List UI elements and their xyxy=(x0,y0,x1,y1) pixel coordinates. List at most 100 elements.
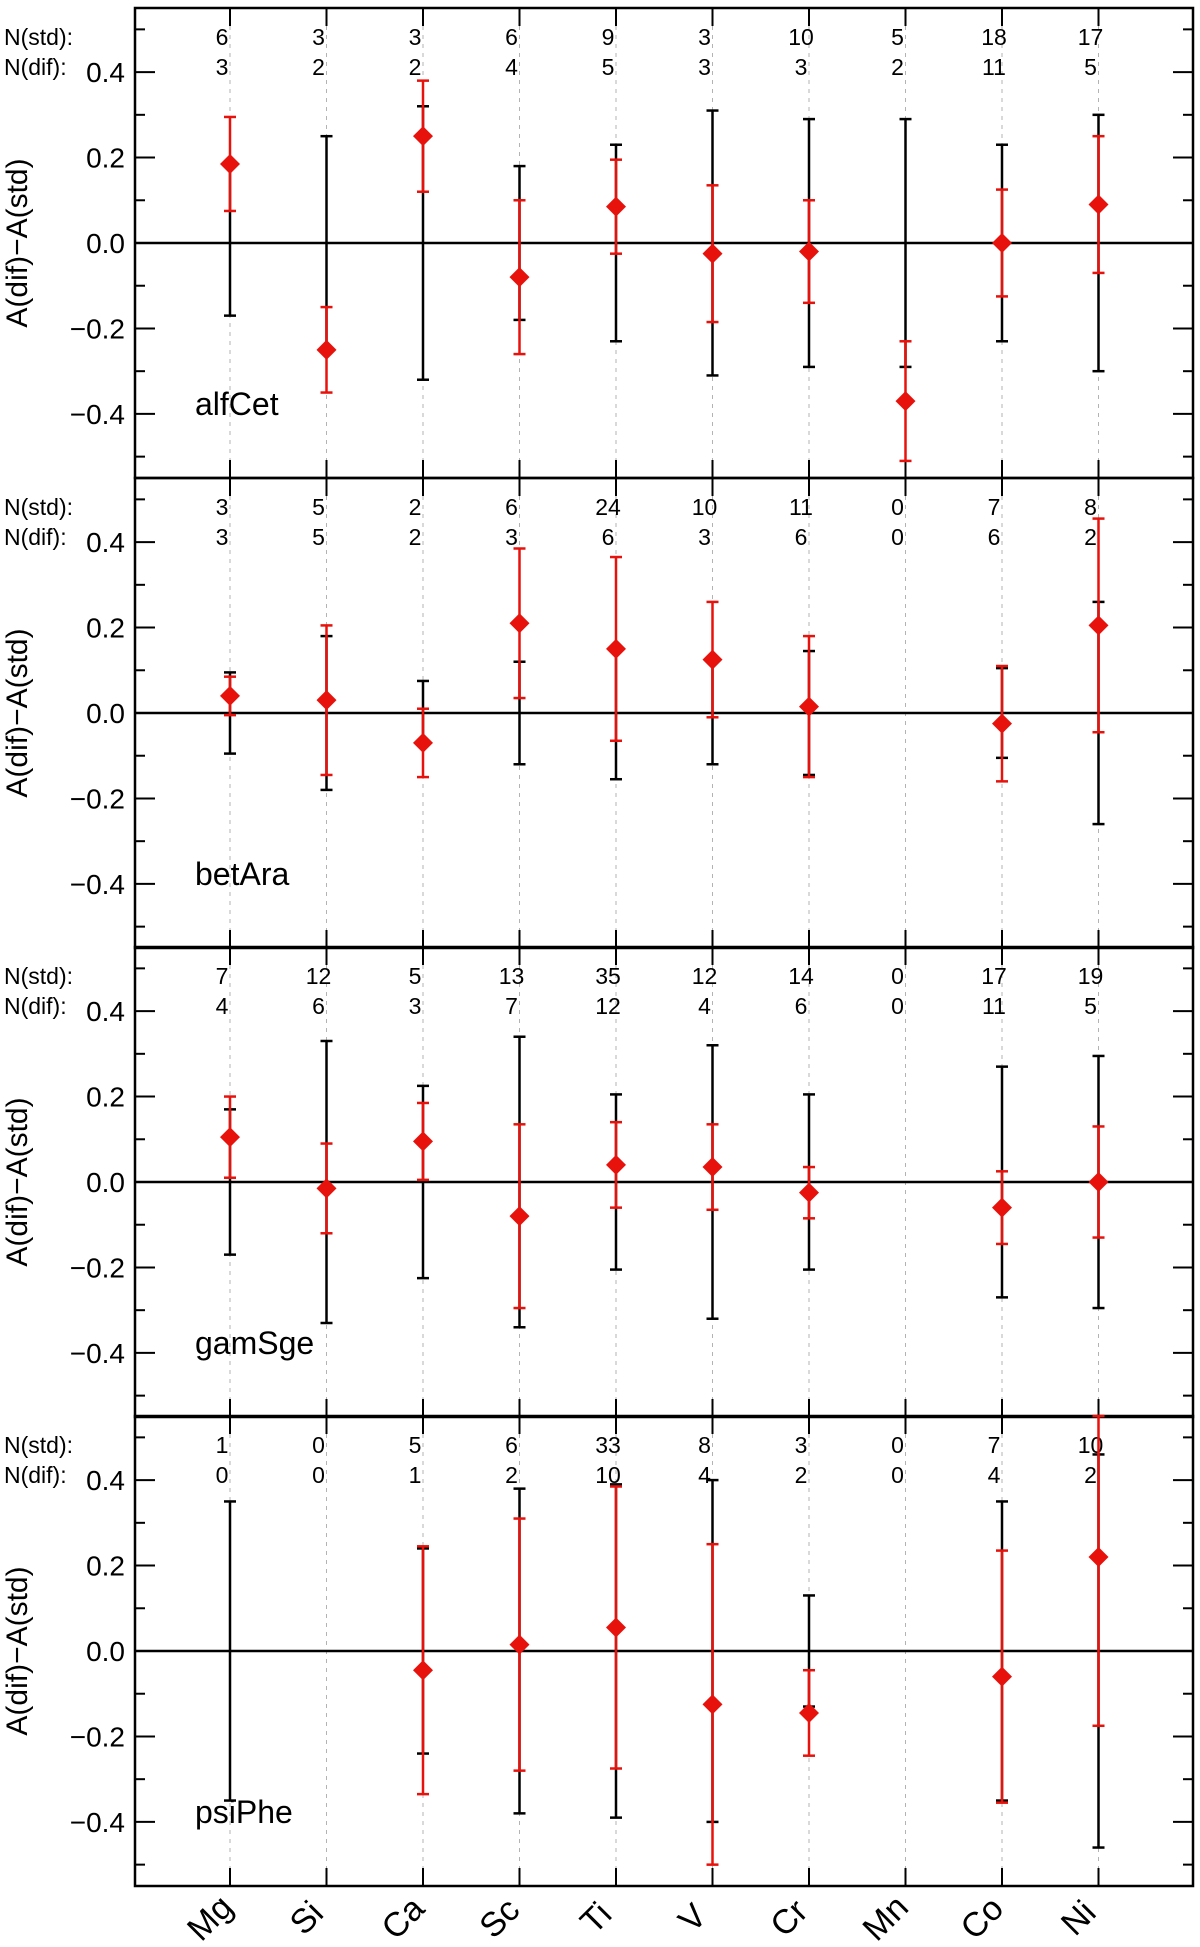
n-dif-row-label: N(dif): xyxy=(4,1462,67,1488)
n-dif-Mn: 0 xyxy=(891,1462,904,1488)
n-std-Si: 12 xyxy=(306,963,332,989)
n-dif-Ca: 1 xyxy=(409,1462,422,1488)
n-dif-Sc: 7 xyxy=(505,993,518,1019)
n-std-Sc: 13 xyxy=(499,963,525,989)
y-tick-label: −0.2 xyxy=(70,1252,125,1283)
y-tick-label: 0.2 xyxy=(86,1082,125,1113)
n-std-V: 8 xyxy=(698,1432,711,1458)
n-std-Mg: 6 xyxy=(216,24,229,50)
n-dif-Si: 0 xyxy=(312,1462,325,1488)
y-tick-label: −0.4 xyxy=(70,399,125,430)
n-std-Ti: 33 xyxy=(595,1432,621,1458)
data-point-Cr xyxy=(799,241,819,262)
data-point-Ti xyxy=(606,1154,626,1175)
data-point-Cr xyxy=(799,696,819,717)
data-point-V xyxy=(702,649,723,670)
data-point-Ni xyxy=(1088,1547,1109,1567)
data-point-Co xyxy=(992,1197,1012,1218)
n-dif-Si: 2 xyxy=(312,54,325,80)
data-point-V xyxy=(702,1694,723,1715)
n-std-Sc: 6 xyxy=(505,494,518,520)
data-point-Cr xyxy=(799,1702,819,1723)
n-dif-Co: 11 xyxy=(982,993,1006,1019)
data-point-Ni xyxy=(1088,194,1109,215)
n-std-Mn: 0 xyxy=(891,494,904,520)
data-point-Co xyxy=(992,713,1012,734)
n-std-Co: 18 xyxy=(981,24,1007,50)
data-point-Ca xyxy=(413,1131,433,1152)
n-std-Si: 5 xyxy=(312,494,325,520)
n-std-Si: 3 xyxy=(312,24,325,50)
data-point-Sc xyxy=(509,267,530,288)
y-tick-label: −0.2 xyxy=(70,783,125,814)
n-dif-Co: 6 xyxy=(988,524,1001,550)
n-dif-Mg: 3 xyxy=(216,54,229,80)
element-label-Mn: Mn xyxy=(856,1888,916,1947)
y-tick-label: 0.0 xyxy=(86,228,125,259)
data-point-Ti xyxy=(606,1617,626,1638)
element-label-Co: Co xyxy=(953,1889,1011,1947)
n-dif-row-label: N(dif): xyxy=(4,54,67,80)
data-point-Ti xyxy=(606,196,626,217)
element-label-Sc: Sc xyxy=(472,1891,527,1946)
n-std-V: 12 xyxy=(692,963,718,989)
panel-alfCet: −0.4 −0.2 0.0 0.2 0.4 A(dif)−A(std) N(std): N(d… xyxy=(1,6,1195,480)
n-dif-Co: 11 xyxy=(982,54,1006,80)
n-dif-Mn: 0 xyxy=(891,524,904,550)
n-dif-Ca: 3 xyxy=(409,993,422,1019)
y-tick-label: 0.2 xyxy=(86,613,125,644)
n-dif-Si: 5 xyxy=(312,524,325,550)
star-name: alfCet xyxy=(195,386,279,422)
n-std-Sc: 6 xyxy=(505,1432,518,1458)
star-name: gamSge xyxy=(195,1325,314,1361)
n-dif-row-label: N(dif): xyxy=(4,993,67,1019)
panels-group: −0.4 −0.2 0.0 0.2 0.4 A(dif)−A(std) N(std): N(d… xyxy=(1,6,1195,1888)
data-point-Mg xyxy=(220,1127,240,1148)
element-label-Ti: Ti xyxy=(573,1895,619,1941)
y-tick-label: −0.4 xyxy=(70,869,125,900)
n-dif-V: 3 xyxy=(698,54,711,80)
data-point-Sc xyxy=(509,1634,530,1655)
n-dif-Cr: 3 xyxy=(795,54,808,80)
y-tick-label: −0.4 xyxy=(70,1338,125,1369)
n-dif-Sc: 3 xyxy=(505,524,518,550)
n-dif-V: 4 xyxy=(698,1462,711,1488)
n-dif-Ti: 12 xyxy=(595,993,621,1019)
element-label-Cr: Cr xyxy=(763,1892,815,1944)
n-dif-Si: 6 xyxy=(312,993,325,1019)
n-std-Ca: 3 xyxy=(409,24,422,50)
n-std-Sc: 6 xyxy=(505,24,518,50)
y-tick-label: 0.2 xyxy=(86,143,125,174)
n-dif-Sc: 2 xyxy=(505,1462,518,1488)
y-axis-label: A(dif)−A(std) xyxy=(1,1097,34,1266)
element-label-Mg: Mg xyxy=(180,1888,240,1947)
n-std-Mn: 0 xyxy=(891,1432,904,1458)
y-tick-label: 0.2 xyxy=(86,1551,125,1582)
element-label-Si: Si xyxy=(283,1894,331,1942)
y-tick-label: 0.4 xyxy=(86,57,125,88)
y-tick-label: 0.0 xyxy=(86,1636,125,1667)
data-point-Ca xyxy=(413,1660,433,1681)
panel-gamSge: −0.4 −0.2 0.0 0.2 0.4 A(dif)−A(std) N(std): N(d… xyxy=(1,945,1195,1419)
n-dif-Sc: 4 xyxy=(505,54,518,80)
y-tick-label: 0.4 xyxy=(86,996,125,1027)
data-point-Mg xyxy=(220,685,240,706)
n-dif-Mn: 2 xyxy=(891,54,904,80)
y-tick-label: 0.4 xyxy=(86,1465,125,1496)
y-tick-label: −0.2 xyxy=(70,313,125,344)
n-std-row-label: N(std): xyxy=(4,494,73,520)
data-point-Co xyxy=(992,1666,1012,1687)
n-dif-Co: 4 xyxy=(988,1462,1001,1488)
n-dif-V: 3 xyxy=(698,524,711,550)
element-label-V: V xyxy=(671,1897,714,1940)
n-std-Ca: 5 xyxy=(409,1432,422,1458)
n-std-Mn: 0 xyxy=(891,963,904,989)
n-dif-Cr: 6 xyxy=(795,993,808,1019)
y-tick-label: −0.4 xyxy=(70,1807,125,1838)
data-point-Si xyxy=(316,1178,337,1199)
data-point-Co xyxy=(992,233,1012,253)
n-dif-row-label: N(dif): xyxy=(4,524,67,550)
data-point-Mn xyxy=(895,391,916,412)
n-dif-V: 4 xyxy=(698,993,711,1019)
y-axis-label: A(dif)−A(std) xyxy=(1,158,34,327)
